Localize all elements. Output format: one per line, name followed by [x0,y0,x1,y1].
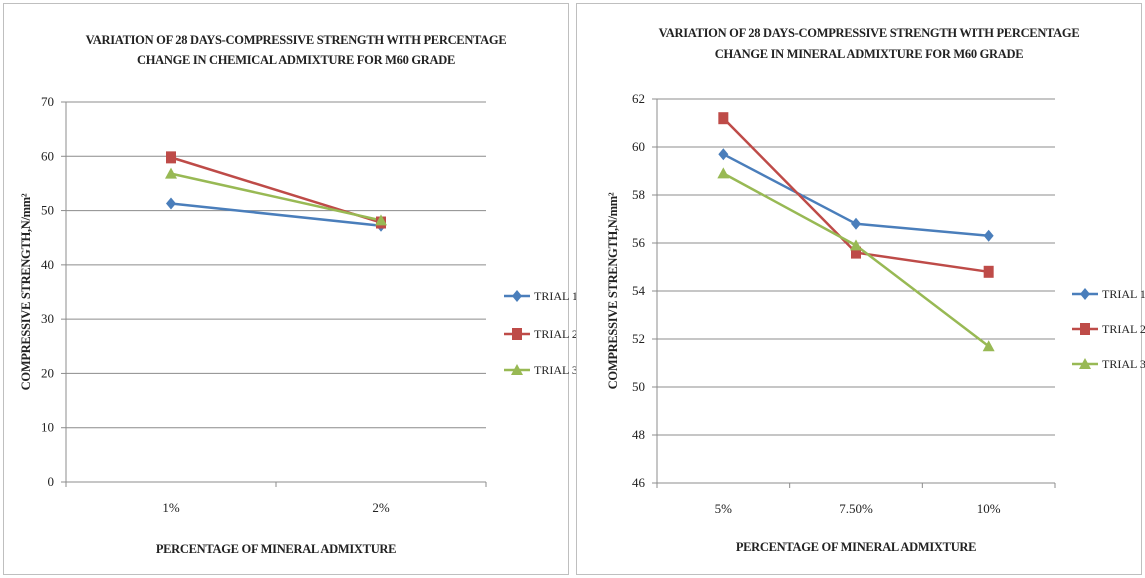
legend-label-trial-3: TRIAL 3 [1102,357,1145,371]
y-tick-label: 40 [41,257,54,272]
y-tick-label: 62 [632,91,645,106]
y-tick-label: 46 [632,475,646,490]
legend-label-trial-2: TRIAL 2 [1102,322,1145,336]
legend-marker-trial-3 [1079,358,1091,369]
data-point-trial-2 [718,112,729,125]
legend-label-trial-1: TRIAL 1 [1102,287,1145,301]
chart-panel-mineral-admixture: VARIATION OF 28 DAYS-COMPRESSIVE STRENGT… [576,3,1145,575]
data-point-trial-2 [166,151,176,164]
data-point-trial-3 [717,167,730,179]
y-tick-label: 50 [632,379,645,394]
y-tick-label: 58 [632,187,645,202]
y-tick-label: 70 [41,94,54,109]
x-tick-label: 5% [715,501,733,516]
x-tick-label: 2% [372,500,390,515]
x-axis-label: PERCENTAGE OF MINERAL ADMIXTURE [736,540,976,554]
y-tick-label: 60 [41,148,54,163]
series-line-trial-3 [722,172,990,348]
y-tick-label: 52 [632,331,645,346]
data-point-trial-3 [165,167,177,179]
data-point-trial-2 [983,265,994,278]
x-tick-label: 10% [977,501,1001,516]
series-line-trial-1 [170,202,382,228]
chart-panel-chemical-admixture: VARIATION OF 28 DAYS-COMPRESSIVE STRENGT… [3,3,578,575]
data-point-trial-3 [375,214,387,226]
x-tick-label: 7.50% [839,501,873,516]
y-tick-label: 10 [41,420,54,435]
y-tick-label: 60 [632,139,645,154]
chart-svg-chemical-admixture: VARIATION OF 28 DAYS-COMPRESSIVE STRENGT… [19,33,578,556]
y-tick-label: 20 [41,365,54,380]
chart-title-line: VARIATION OF 28 DAYS-COMPRESSIVE STRENGT… [86,33,507,47]
legend-label-trial-2: TRIAL 2 [534,327,578,341]
y-tick-label: 30 [41,311,54,326]
y-tick-label: 48 [632,427,645,442]
data-point-trial-1 [983,229,994,242]
series-line-trial-3 [170,172,382,222]
legend-label-trial-1: TRIAL 1 [534,289,578,303]
chart-title-line: VARIATION OF 28 DAYS-COMPRESSIVE STRENGT… [659,26,1080,40]
y-tick-label: 50 [41,203,54,218]
legend-marker-trial-3 [511,364,523,375]
y-tick-label: 0 [48,474,55,489]
legend-label-trial-3: TRIAL 3 [534,363,578,377]
x-axis-label: PERCENTAGE OF MINERAL ADMIXTURE [156,542,396,556]
data-point-trial-1 [851,217,861,230]
legend-marker-trial-1 [512,290,522,302]
y-axis-label: COMPRESSIVE STRENGTH,N/mm² [606,192,620,389]
data-point-trial-3 [982,340,995,352]
data-point-trial-3 [850,239,862,251]
y-axis-label: COMPRESSIVE STRENGTH,N/mm² [19,193,33,390]
chart-title-line: CHANGE IN CHEMICAL ADMIXTURE FOR M60 GRA… [137,53,455,67]
chart-svg-mineral-admixture: VARIATION OF 28 DAYS-COMPRESSIVE STRENGT… [606,26,1145,554]
y-tick-label: 54 [632,283,646,298]
legend-marker-trial-1 [1080,288,1090,300]
y-tick-label: 56 [632,235,646,250]
data-point-trial-1 [718,148,729,161]
legend-marker-trial-2 [1080,323,1090,335]
data-point-trial-1 [166,197,176,210]
x-tick-label: 1% [162,500,180,515]
chart-title-line: CHANGE IN MINERAL ADMIXTURE FOR M60 GRAD… [715,47,1024,61]
legend-marker-trial-2 [512,328,522,340]
data-point-trial-2 [851,246,861,259]
